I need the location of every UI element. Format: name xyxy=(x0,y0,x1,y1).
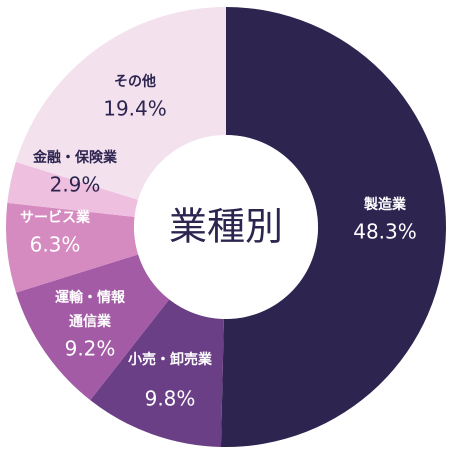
value-label: 48.3% xyxy=(353,220,417,244)
category-label: 運輸・情報通信業 xyxy=(55,289,126,330)
category-label: サービス業 xyxy=(20,209,91,226)
category-label: 小売・卸売業 xyxy=(128,351,213,368)
slice xyxy=(7,162,139,217)
category-label: 金融・保険業 xyxy=(32,149,118,166)
value-label: 19.4% xyxy=(103,97,167,121)
donut-hole xyxy=(134,135,318,319)
value-label: 2.9% xyxy=(50,173,101,197)
slice xyxy=(16,254,170,401)
value-label: 6.3% xyxy=(30,233,81,257)
slice xyxy=(90,299,224,447)
slice xyxy=(15,7,227,200)
category-label: その他 xyxy=(114,73,156,90)
slice xyxy=(220,7,447,448)
value-label: 9.2% xyxy=(65,337,116,361)
category-label: 製造業 xyxy=(363,196,407,213)
value-label: 9.8% xyxy=(145,387,196,411)
chart-title: 業種別 xyxy=(169,205,283,249)
slice xyxy=(6,202,139,293)
